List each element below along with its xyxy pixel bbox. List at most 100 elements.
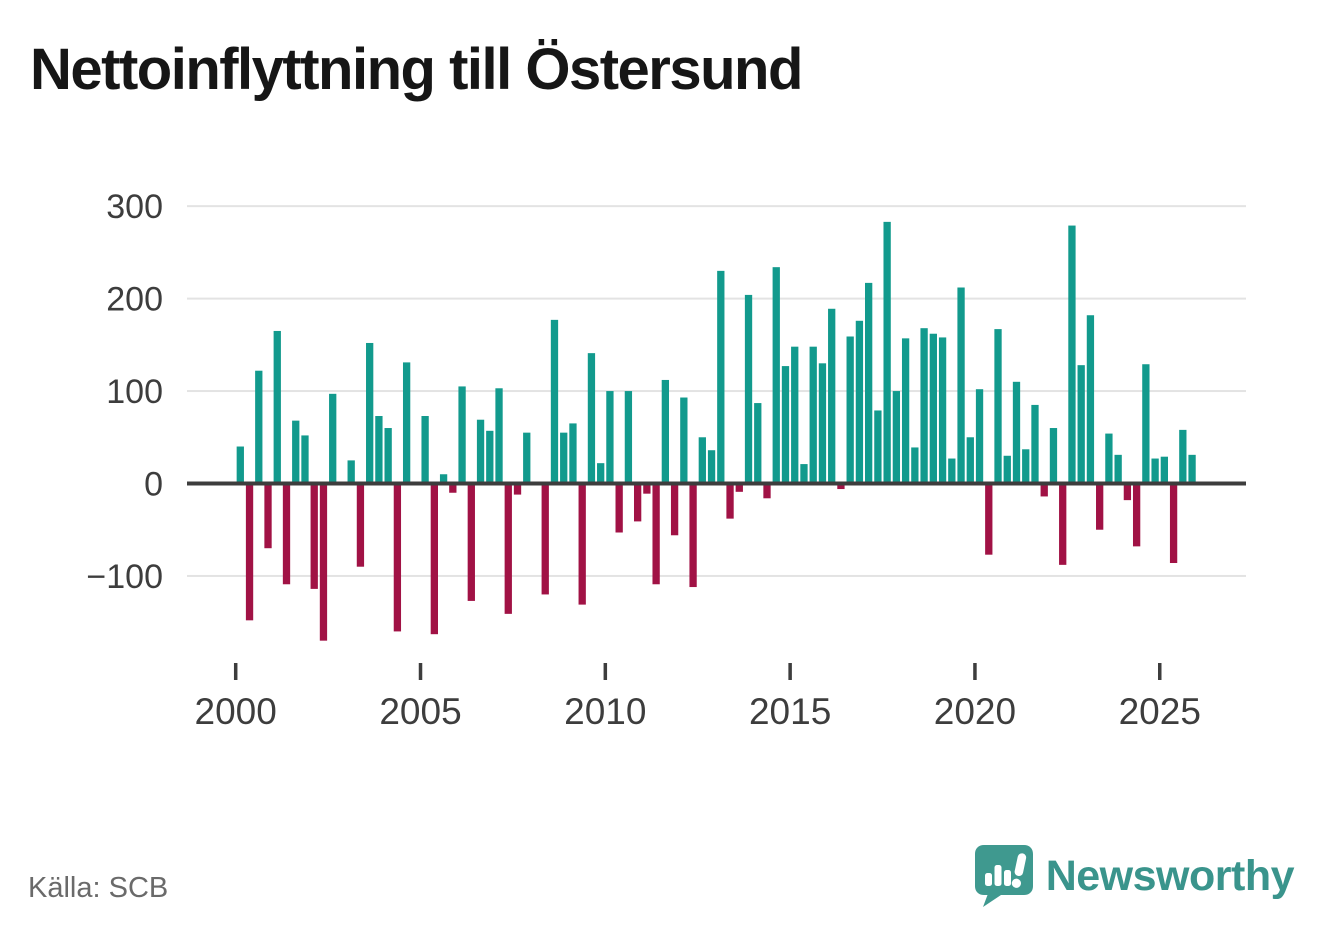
bar	[1142, 364, 1150, 484]
x-axis-label: 2015	[749, 691, 831, 732]
x-tick-mark	[788, 663, 792, 680]
bar	[1059, 483, 1067, 565]
x-tick-mark	[1158, 663, 1162, 680]
bar	[264, 483, 272, 549]
bar	[624, 391, 633, 484]
bar	[449, 483, 457, 493]
bar	[1169, 483, 1178, 564]
bar	[301, 435, 309, 484]
bar	[1105, 433, 1113, 484]
y-axis-label: 300	[106, 188, 163, 226]
bar	[809, 346, 817, 484]
bar	[948, 458, 956, 484]
bar	[486, 430, 494, 484]
bar	[384, 428, 392, 484]
bar	[467, 483, 475, 601]
bar	[560, 432, 568, 484]
y-axis-label: −100	[86, 558, 163, 596]
x-tick-mark	[603, 663, 608, 680]
bar	[310, 483, 318, 589]
bar	[1040, 483, 1048, 497]
exclamation-glyph	[1011, 853, 1026, 888]
bar	[550, 319, 559, 484]
page-title: Nettoinflyttning till Östersund	[30, 37, 803, 102]
newsworthy-logo-icon	[974, 845, 1033, 907]
gridline	[187, 297, 1246, 300]
bar	[245, 483, 254, 621]
y-axis-label: 100	[106, 373, 163, 411]
bar	[319, 483, 328, 641]
bar	[292, 420, 300, 484]
bar	[966, 437, 974, 484]
gridline	[187, 205, 1246, 208]
bar	[846, 336, 854, 484]
bar	[366, 342, 374, 484]
bar	[1086, 315, 1095, 484]
bar	[236, 446, 244, 484]
bar	[901, 338, 910, 484]
bar	[763, 483, 771, 499]
bar	[883, 221, 891, 484]
bar	[1132, 483, 1141, 547]
source-text: Källa: SCB	[28, 872, 169, 904]
bar	[513, 483, 522, 495]
bar	[273, 330, 281, 484]
bar	[735, 483, 743, 492]
bar	[938, 337, 947, 484]
gridline	[187, 390, 1246, 393]
bar	[587, 353, 596, 484]
bar	[1179, 429, 1187, 484]
x-tick-mark	[418, 663, 423, 680]
bar	[975, 389, 984, 484]
bar	[356, 483, 365, 567]
bar	[957, 287, 965, 484]
bar	[1049, 428, 1058, 484]
x-axis-label: 2005	[379, 691, 461, 732]
bar	[393, 483, 402, 632]
bar	[458, 386, 466, 484]
bar	[569, 423, 577, 484]
bar	[282, 483, 291, 585]
x-tick-mark	[973, 663, 977, 680]
bar	[615, 483, 623, 533]
bar	[865, 282, 873, 484]
bar	[689, 483, 697, 588]
bar	[985, 483, 993, 555]
bar	[504, 483, 512, 614]
y-axis-label: 200	[106, 281, 163, 319]
bar	[1114, 454, 1122, 484]
bar	[911, 447, 919, 484]
bar	[1123, 483, 1132, 501]
bar	[643, 483, 651, 494]
bar	[707, 450, 716, 484]
bar	[1151, 458, 1159, 484]
bar	[439, 474, 448, 484]
bar	[578, 483, 586, 605]
bar	[606, 391, 614, 484]
bar	[828, 308, 836, 484]
bar	[1031, 404, 1039, 484]
bar	[1160, 456, 1168, 484]
x-tick-mark	[233, 663, 238, 680]
bar	[929, 333, 937, 484]
bar	[597, 463, 605, 484]
bar	[772, 267, 780, 484]
bar	[855, 320, 864, 484]
bar	[892, 391, 901, 484]
bar	[495, 388, 503, 484]
gridline	[187, 574, 1246, 577]
bar	[920, 328, 928, 484]
bar	[791, 346, 799, 484]
bar	[652, 483, 660, 585]
bar	[698, 437, 706, 484]
bar	[541, 483, 549, 595]
bar	[421, 416, 429, 484]
bar	[633, 483, 642, 522]
bar	[523, 432, 531, 484]
bar	[1022, 449, 1030, 484]
x-axis-label: 2020	[934, 691, 1016, 732]
bar	[781, 366, 790, 484]
bar-chart-glyph	[984, 853, 1026, 888]
